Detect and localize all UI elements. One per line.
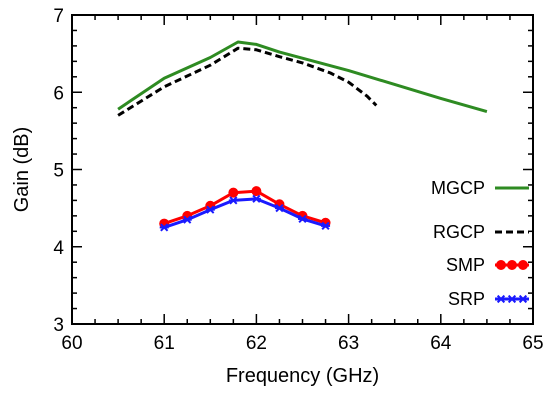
data-point [251, 186, 262, 197]
y-tick-label: 7 [53, 6, 64, 27]
legend-label-mgcp: MGCP [431, 178, 485, 198]
series-mgcp [117, 40, 488, 114]
y-tick-label: 4 [53, 238, 64, 259]
legend-label-smp: SMP [446, 255, 485, 275]
x-tick-label: 60 [61, 333, 82, 354]
series-line [117, 40, 488, 114]
series-srp [159, 194, 331, 232]
star-stroke [183, 215, 192, 224]
star-stroke [496, 294, 506, 304]
data-point [496, 294, 506, 304]
data-point [228, 196, 238, 205]
star-stroke [275, 204, 284, 213]
star-stroke [160, 223, 169, 232]
star-stroke [518, 294, 528, 304]
star-stroke [321, 221, 330, 230]
series-rgcp [117, 46, 378, 117]
legend-label-srp: SRP [448, 289, 485, 309]
data-point [205, 205, 215, 214]
star-stroke [229, 196, 238, 205]
data-point [274, 204, 284, 213]
star-stroke [206, 205, 215, 214]
star-stroke [507, 294, 517, 304]
axis-ticks: 60 61 62 63 64 65 3 4 5 6 7 [53, 6, 543, 354]
series-line [117, 46, 378, 117]
data-point [321, 221, 331, 230]
data-point [182, 215, 192, 224]
x-axis-label: Frequency (GHz) [226, 365, 379, 387]
y-tick-label: 5 [53, 161, 64, 182]
data-point [507, 294, 517, 304]
data-point [298, 214, 307, 224]
data-point [496, 260, 506, 270]
x-tick-label: 63 [338, 333, 359, 354]
data-point [251, 194, 261, 203]
y-tick-label: 6 [53, 83, 64, 104]
legend-label-rgcp: RGCP [433, 222, 485, 242]
legend: MGCP RGCP SMP SRP [431, 178, 529, 309]
y-tick-label: 3 [53, 315, 64, 336]
series-layer [117, 40, 488, 232]
x-tick-label: 65 [522, 333, 543, 354]
star-stroke [252, 194, 261, 203]
data-point [507, 260, 517, 270]
star-stroke [298, 214, 307, 224]
x-tick-label: 61 [154, 333, 175, 354]
data-point [228, 187, 239, 198]
x-tick-label: 62 [246, 333, 267, 354]
data-point [518, 294, 528, 304]
series-line [163, 197, 327, 229]
x-tick-label: 64 [430, 333, 452, 354]
y-axis-label: Gain (dB) [11, 127, 33, 213]
data-point [159, 223, 169, 232]
data-point [518, 260, 528, 270]
